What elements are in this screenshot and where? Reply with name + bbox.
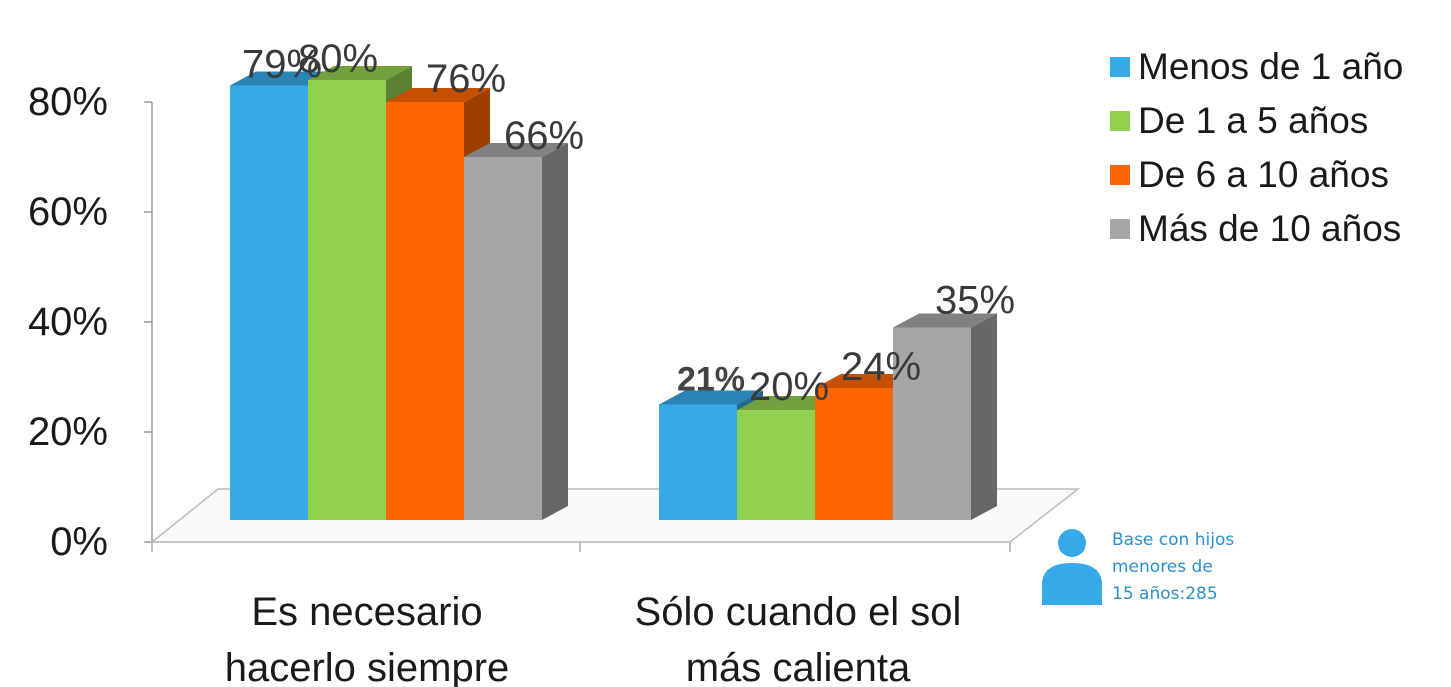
bar-front xyxy=(893,327,971,520)
base-note-text: Base con hijos menores de 15 años:285 xyxy=(1112,527,1312,608)
base-note-line: 15 años:285 xyxy=(1112,584,1218,604)
y-tick-label: 40% xyxy=(28,300,108,344)
legend-item-de-6-a-10-anos: De 6 a 10 años xyxy=(1110,148,1403,202)
bar-1-4 xyxy=(464,143,568,520)
legend-item-mas-de-10-anos: Más de 10 años xyxy=(1110,202,1403,256)
legend-item-menos-de-1-ano: Menos de 1 año xyxy=(1110,40,1403,94)
legend-label: Menos de 1 año xyxy=(1138,46,1404,87)
legend-item-de-1-a-5-anos: De 1 a 5 años xyxy=(1110,94,1403,148)
data-label: 80% xyxy=(298,37,378,81)
data-label: 76% xyxy=(426,57,506,101)
legend-swatch xyxy=(1110,165,1130,185)
chart-data-labels: Es necesario hacerlo siempre Sólo cuando e… xyxy=(225,37,1015,687)
legend-swatch xyxy=(1110,111,1130,131)
legend-swatch xyxy=(1110,219,1130,239)
data-label: 66% xyxy=(504,114,584,158)
bar-side xyxy=(542,143,568,520)
bar-top xyxy=(464,143,568,157)
y-tick-label: 20% xyxy=(28,410,108,454)
legend-label: De 6 a 10 años xyxy=(1138,154,1389,195)
bar-front xyxy=(659,404,737,520)
data-label: 79% xyxy=(242,43,322,87)
data-label: 21% xyxy=(677,361,745,399)
bar-front xyxy=(815,388,893,520)
bar-front xyxy=(308,80,386,520)
bar-top xyxy=(308,66,412,80)
y-tick-label: 60% xyxy=(28,190,108,234)
bar-front xyxy=(386,102,464,520)
base-note: Base con hijos menores de 15 años:285 xyxy=(1040,527,1234,605)
person-icon xyxy=(1042,529,1102,605)
base-note-line: Base con hijos xyxy=(1112,530,1235,550)
bar-front xyxy=(230,85,308,520)
y-tick-label: 0% xyxy=(50,520,108,564)
bar-top xyxy=(386,88,490,102)
data-label: 24% xyxy=(841,345,921,389)
chart-bars xyxy=(230,66,997,520)
data-label: 35% xyxy=(935,279,1015,323)
bar-2-4 xyxy=(893,313,997,520)
bar-front xyxy=(737,410,815,520)
x-tick-label: Es necesario xyxy=(251,590,482,634)
bar-top xyxy=(659,390,763,405)
x-tick-label: Sólo cuando el sol xyxy=(635,590,962,634)
data-label: 20% xyxy=(749,365,829,409)
bar-front xyxy=(464,157,542,520)
y-tick-label: 80% xyxy=(28,80,108,124)
legend: Menos de 1 año De 1 a 5 años De 6 a 10 a… xyxy=(1110,40,1403,256)
x-tick-label: más calienta xyxy=(686,646,911,687)
bar-top xyxy=(893,313,997,328)
x-tick-label: hacerlo siempre xyxy=(225,646,510,687)
bar-side xyxy=(971,313,997,520)
legend-label: De 1 a 5 años xyxy=(1138,100,1369,141)
legend-swatch xyxy=(1110,57,1130,77)
legend-label: Más de 10 años xyxy=(1138,208,1402,249)
base-note-line: menores de xyxy=(1112,557,1213,577)
